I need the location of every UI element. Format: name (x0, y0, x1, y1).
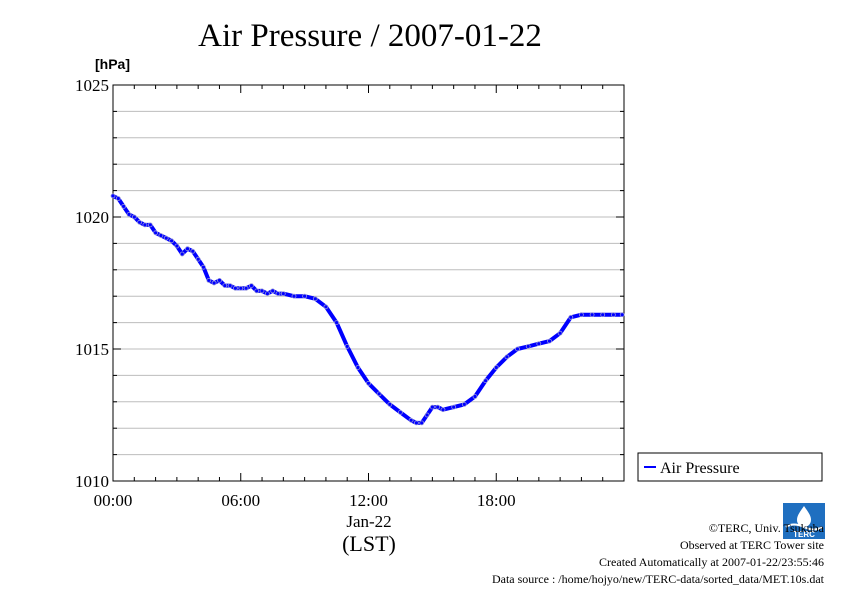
data-point (440, 407, 446, 413)
x-axis: 00:00 06:00 12:00 18:00 (94, 85, 625, 510)
data-point (131, 214, 137, 220)
x-tick-label: 12:00 (349, 491, 388, 510)
data-point (579, 312, 584, 318)
data-point (536, 341, 542, 347)
data-point (126, 211, 132, 217)
data-point (232, 285, 238, 291)
data-point (472, 394, 478, 399)
data-point (163, 235, 169, 241)
data-point (600, 312, 606, 318)
data-point (334, 320, 340, 326)
data-point (254, 288, 260, 294)
data-point (483, 378, 489, 384)
data-point (515, 346, 520, 352)
series-air-pressure (110, 193, 625, 426)
data-point (195, 256, 201, 262)
data-point (158, 233, 164, 238)
x-date-label: Jan-22 (346, 512, 391, 531)
observation-site-text: Observed at TERC Tower site (679, 538, 824, 552)
x-tick-label: 00:00 (94, 491, 133, 510)
y-axis: 1010 1015 1020 1025 (75, 76, 624, 491)
plot-frame (112, 84, 625, 482)
data-point (461, 401, 467, 407)
data-point (429, 404, 435, 410)
data-point (142, 222, 148, 228)
data-point (344, 343, 350, 349)
y-tick-label: 1015 (75, 340, 109, 359)
data-point (376, 391, 382, 397)
copyright-text: ©TERC, Univ. Tsukuba (708, 521, 824, 535)
data-point (169, 238, 175, 244)
data-point (259, 288, 265, 294)
y-tick-label: 1010 (75, 472, 109, 491)
legend-entry-air-pressure: Air Pressure (660, 460, 740, 477)
data-point (557, 330, 563, 336)
data-point (147, 222, 153, 228)
data-point (387, 401, 393, 407)
data-point (589, 312, 595, 318)
x-tick-label: 06:00 (221, 491, 260, 510)
y-tick-label: 1020 (75, 208, 109, 227)
legend-box (637, 452, 823, 482)
data-point (493, 365, 499, 370)
data-point (568, 314, 574, 320)
data-point (611, 312, 616, 318)
data-point (264, 291, 270, 297)
data-point (366, 380, 371, 386)
data-point (619, 312, 625, 318)
data-point (413, 420, 419, 426)
svg-text:TERC: TERC (793, 530, 815, 539)
data-point (435, 404, 441, 410)
series-line (111, 193, 625, 425)
data-point (174, 243, 180, 249)
x-axis-label: (LST) (342, 531, 396, 556)
data-point (451, 404, 457, 410)
data-point (408, 417, 414, 423)
data-point (238, 285, 244, 291)
y-tick-label: 1025 (75, 76, 109, 95)
data-point (201, 264, 206, 270)
data-point (137, 219, 143, 225)
data-point (323, 304, 329, 310)
data-point (419, 420, 425, 426)
data-point (355, 365, 361, 370)
data-point (312, 296, 318, 302)
data-point (185, 246, 190, 252)
data-point (280, 291, 286, 297)
data-point (243, 285, 249, 291)
data-point (291, 293, 297, 299)
data-point (153, 230, 159, 236)
data-point (190, 248, 196, 254)
data-point (270, 288, 276, 294)
chart-title: Air Pressure / 2007-01-22 (198, 18, 542, 54)
data-point (217, 277, 222, 283)
data-point (397, 409, 403, 415)
data-point (504, 354, 510, 360)
data-point (121, 203, 126, 209)
grid-lines (113, 110, 624, 456)
data-point (547, 338, 552, 344)
data-point (211, 280, 217, 286)
created-timestamp-text: Created Automatically at 2007-01-22/23:5… (599, 555, 824, 569)
legend: Air Pressure (637, 452, 823, 482)
y-axis-unit-label: [hPa] (95, 56, 130, 72)
data-point (227, 283, 233, 289)
data-point (206, 277, 212, 283)
data-point (424, 412, 430, 418)
data-point (115, 196, 121, 201)
data-source-text: Data source : /home/hojyo/new/TERC-data/… (491, 572, 824, 586)
terc-logo-icon: TERC (783, 503, 825, 539)
data-point (179, 251, 185, 257)
data-point (302, 293, 308, 299)
data-point (525, 343, 531, 349)
data-point (248, 283, 254, 289)
data-point (222, 283, 228, 289)
data-point (110, 193, 116, 199)
data-point (275, 291, 281, 297)
x-tick-label: 18:00 (477, 491, 516, 510)
